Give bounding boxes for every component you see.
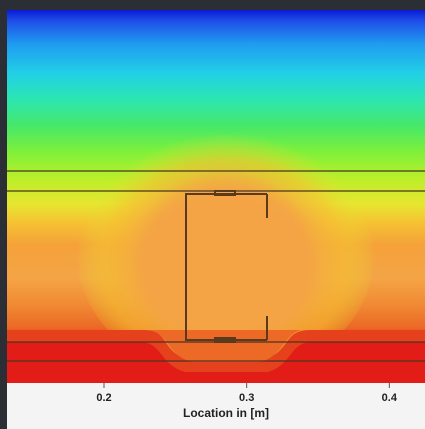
red-band-lower — [7, 342, 425, 383]
x-tick-label-1: 0.3 — [239, 392, 254, 404]
steel-stud-outline — [185, 190, 268, 343]
x-axis-band — [7, 383, 425, 429]
x-tick-label-0: 0.2 — [96, 392, 111, 404]
plot-area — [7, 10, 425, 383]
orange-notch — [150, 330, 302, 362]
x-tick-label-2: 0.4 — [382, 392, 398, 404]
heat-core — [131, 170, 321, 360]
x-axis: 0.2 0.3 0.4 — [96, 383, 398, 404]
x-axis-title: Location in [m] — [183, 406, 269, 420]
